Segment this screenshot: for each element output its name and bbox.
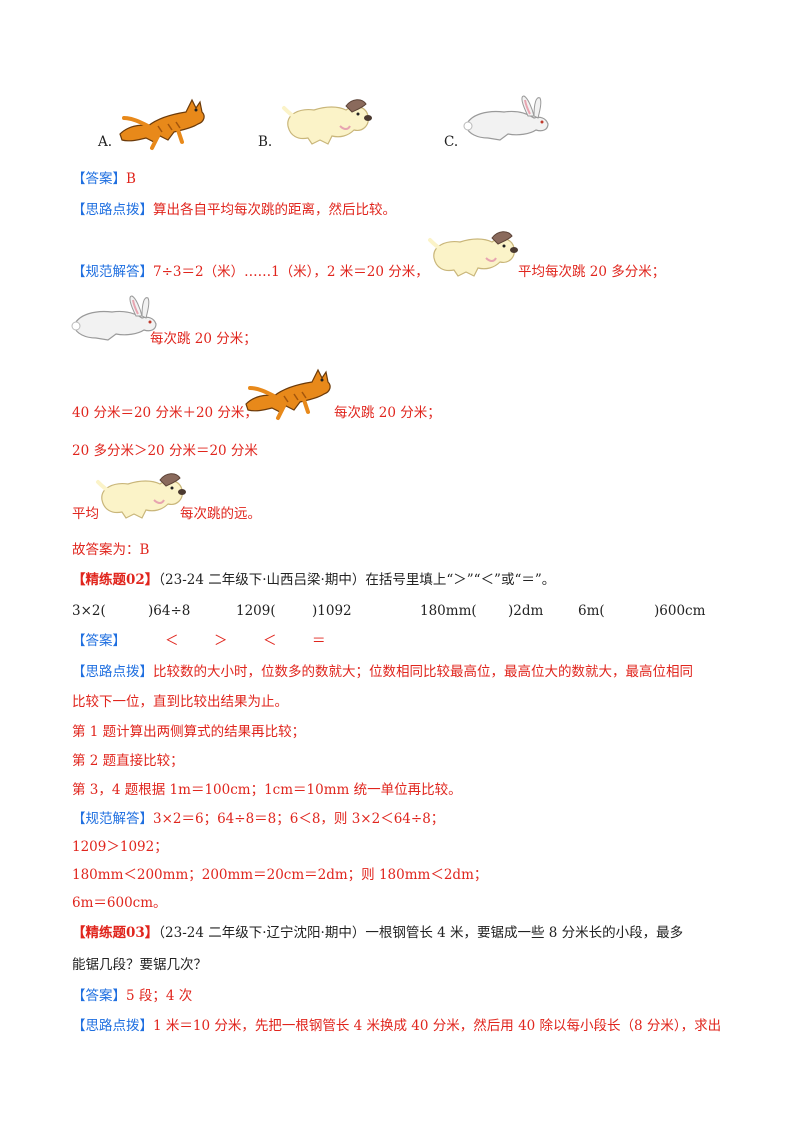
- question-text: 能锯几段？要锯几次？: [72, 957, 207, 973]
- hint-text: 比较数的大小时，位数多的数就大；位数相同比较最高位，最高位大的数就大，最高位相同: [153, 664, 693, 680]
- solution-text: 180mm＜200mm；200mm＝20cm＝2dm；则 180mm＜2dm；: [72, 867, 488, 883]
- answer-3: 【答案】5 段；4 次: [72, 987, 192, 1005]
- rabbit-icon: [463, 95, 549, 141]
- rabbit-icon: [71, 295, 157, 341]
- hint-text: 第 2 题直接比较；: [72, 753, 184, 769]
- dog-icon: [282, 97, 374, 146]
- solution-text: 20 多分米＞20 分米＝20 分米: [72, 443, 258, 459]
- cat-icon: [118, 98, 207, 150]
- hint-text: 第 1 题计算出两侧算式的结果再比较；: [72, 724, 306, 740]
- answer-value: 5 段；4 次: [126, 988, 193, 1004]
- answer-value: ＜: [263, 633, 277, 649]
- question-tag: 【精练题03】: [72, 925, 159, 941]
- question-03: 【精练题03】（23-24 二年级下·辽宁沈阳·期中）一根钢管长 4 米，要锯成…: [72, 924, 683, 942]
- option-b-label: B.: [258, 134, 273, 150]
- answer-tag: 【答案】: [72, 988, 126, 1004]
- compare-item-3-left: 180mm(: [420, 603, 477, 619]
- compare-item-1-left: 3×2(: [72, 603, 106, 619]
- hint-text: 1 米＝10 分米，先把一根钢管长 4 米换成 40 分米，然后用 40 除以每…: [153, 1018, 722, 1034]
- question-text: （23-24 二年级下·辽宁沈阳·期中）一根钢管长 4 米，要锯成一些 8 分米…: [158, 925, 684, 941]
- solution-text: 7÷3＝2（米）……1（米），2 米＝20 分米，: [153, 264, 429, 280]
- dog-icon: [428, 229, 520, 278]
- solution-text: 1209＞1092；: [72, 839, 168, 855]
- hint-3-line-1: 【思路点拨】1 米＝10 分米，先把一根钢管长 4 米换成 40 分米，然后用 …: [72, 1017, 721, 1035]
- final-answer: 故答案为：B: [72, 542, 150, 558]
- hint-text: 第 3，4 题根据 1m＝100cm；1cm＝10mm 统一单位再比较。: [72, 782, 462, 798]
- question-tag: 【精练题02】: [72, 572, 159, 588]
- answer-value: ＝: [312, 633, 326, 649]
- cat-icon: [244, 368, 333, 420]
- solution-text: 6m＝600cm。: [72, 895, 167, 911]
- answer-value: ＞: [214, 633, 228, 649]
- hint-1: 【思路点拨】算出各自平均每次跳的距离，然后比较。: [72, 201, 396, 219]
- answer-1: 【答案】B: [72, 170, 136, 188]
- compare-item-4-left: 6m(: [578, 603, 605, 619]
- hint-text: 算出各自平均每次跳的距离，然后比较。: [153, 202, 396, 218]
- solution-text: 平均每次跳 20 多分米；: [518, 264, 666, 280]
- question-text: （23-24 二年级下·山西吕梁·期中）在括号里填上“＞”“＜”或“＝”。: [158, 572, 556, 588]
- hint-tag: 【思路点拨】: [72, 664, 153, 680]
- compare-item-4-right: )600cm: [654, 603, 706, 619]
- solution-tag: 【规范解答】: [72, 811, 153, 827]
- compare-item-2-left: 1209(: [236, 603, 276, 619]
- hint-tag: 【思路点拨】: [72, 1018, 153, 1034]
- solution-text: 每次跳 20 分米；: [334, 405, 441, 421]
- compare-item-2-right: )1092: [312, 603, 352, 619]
- answer-value: ＜: [165, 633, 179, 649]
- option-c-label: C.: [444, 134, 459, 150]
- solution-tag: 【规范解答】: [72, 264, 153, 280]
- solution-2-line-1: 【规范解答】3×2＝6；64÷8＝8；6＜8，则 3×2＜64÷8；: [72, 810, 444, 828]
- question-02: 【精练题02】（23-24 二年级下·山西吕梁·期中）在括号里填上“＞”“＜”或…: [72, 571, 555, 589]
- solution-text: 平均: [72, 506, 99, 522]
- solution-text: 每次跳 20 分米；: [150, 331, 257, 347]
- compare-item-1-right: )64÷8: [148, 603, 191, 619]
- option-a-label: A.: [98, 134, 113, 150]
- hint-text: 比较下一位，直到比较出结果为止。: [72, 694, 288, 710]
- answer-value: B: [126, 171, 136, 187]
- solution-text: 3×2＝6；64÷8＝8；6＜8，则 3×2＜64÷8；: [153, 811, 445, 827]
- answer-tag: 【答案】: [72, 171, 126, 187]
- compare-item-3-right: )2dm: [508, 603, 544, 619]
- hint-tag: 【思路点拨】: [72, 202, 153, 218]
- solution-1-line-1: 【规范解答】7÷3＝2（米）……1（米），2 米＝20 分米，: [72, 263, 429, 281]
- solution-text: 40 分米＝20 分米＋20 分米，: [72, 405, 258, 421]
- dog-icon: [96, 471, 188, 520]
- hint-2-line-1: 【思路点拨】比较数的大小时，位数多的数就大；位数相同比较最高位，最高位大的数就大…: [72, 663, 693, 681]
- solution-text: 每次跳的远。: [180, 506, 261, 522]
- answer-tag: 【答案】: [72, 633, 126, 649]
